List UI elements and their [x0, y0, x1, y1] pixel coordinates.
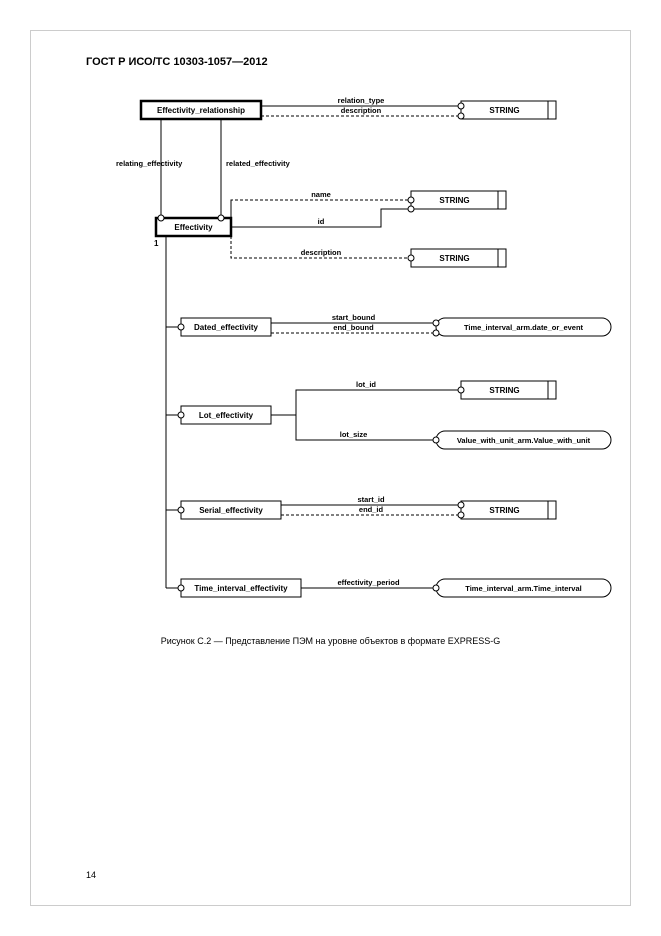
svg-text:STRING: STRING: [489, 106, 519, 115]
svg-text:STRING: STRING: [439, 254, 469, 263]
svg-text:Dated_effectivity: Dated_effectivity: [194, 323, 259, 332]
svg-text:Effectivity: Effectivity: [174, 223, 213, 232]
svg-text:end_bound: end_bound: [333, 323, 374, 332]
svg-text:Effectivity_relationship: Effectivity_relationship: [157, 106, 245, 115]
svg-text:STRING: STRING: [489, 506, 519, 515]
svg-text:Time_interval_arm.Time_interva: Time_interval_arm.Time_interval: [465, 584, 581, 593]
svg-text:start_bound: start_bound: [332, 313, 376, 322]
svg-text:description: description: [301, 248, 342, 257]
svg-text:Value_with_unit_arm.Value_with: Value_with_unit_arm.Value_with_unit: [457, 436, 591, 445]
svg-text:STRING: STRING: [439, 196, 469, 205]
svg-text:1: 1: [154, 239, 159, 248]
svg-text:description: description: [341, 106, 382, 115]
svg-text:Time_interval_arm.date_or_even: Time_interval_arm.date_or_event: [464, 323, 584, 332]
svg-text:relation_type: relation_type: [338, 96, 385, 105]
svg-text:STRING: STRING: [489, 386, 519, 395]
svg-text:name: name: [311, 190, 331, 199]
svg-text:lot_size: lot_size: [340, 430, 368, 439]
svg-text:id: id: [318, 217, 325, 226]
svg-text:relating_effectivity: relating_effectivity: [116, 159, 183, 168]
svg-text:related_effectivity: related_effectivity: [226, 159, 291, 168]
expressg-diagram: Effectivity_relationship Effectivity 1 Date…: [86, 81, 636, 631]
svg-text:effectivity_period: effectivity_period: [337, 578, 400, 587]
svg-text:lot_id: lot_id: [356, 380, 376, 389]
page-number: 14: [86, 870, 96, 880]
page-frame: ГОСТ Р ИСО/ТС 10303-1057—2012 Effectivit…: [30, 30, 631, 906]
svg-text:end_id: end_id: [359, 505, 384, 514]
svg-text:start_id: start_id: [357, 495, 385, 504]
doc-header: ГОСТ Р ИСО/ТС 10303-1057—2012: [86, 56, 268, 68]
svg-text:Serial_effectivity: Serial_effectivity: [199, 506, 263, 515]
svg-text:Time_interval_effectivity: Time_interval_effectivity: [194, 584, 288, 593]
figure-caption: Рисунок С.2 — Представление ПЭМ на уровн…: [31, 636, 630, 646]
svg-text:Lot_effectivity: Lot_effectivity: [199, 411, 254, 420]
